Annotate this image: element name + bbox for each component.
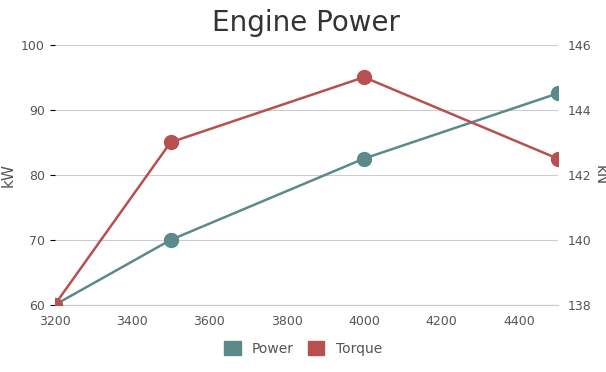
Y-axis label: kW: kW bbox=[1, 163, 15, 187]
Title: Engine Power: Engine Power bbox=[212, 9, 400, 37]
Legend: Power, Torque: Power, Torque bbox=[219, 336, 387, 361]
Y-axis label: kN: kN bbox=[593, 165, 606, 185]
